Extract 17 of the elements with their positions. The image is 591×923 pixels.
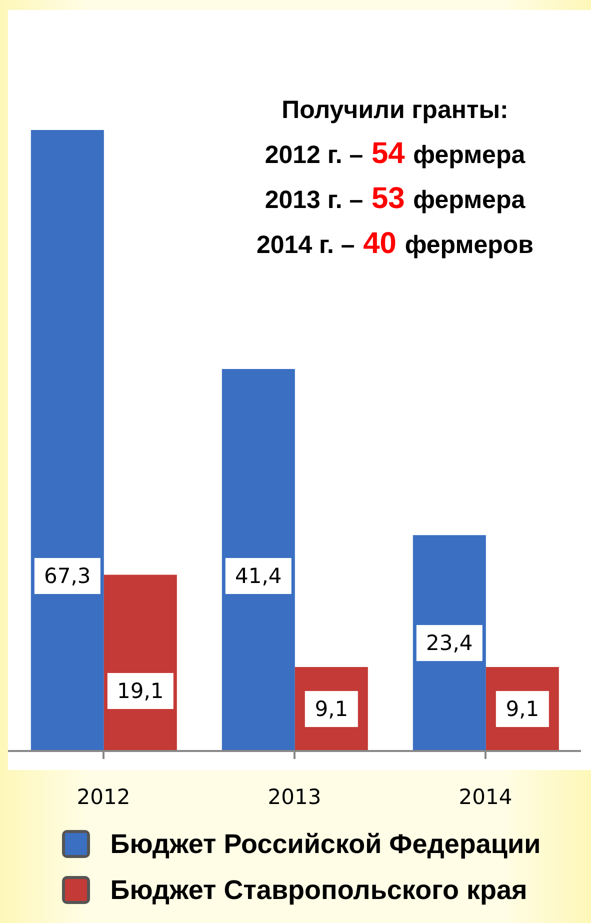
data-label: 67,3 [44,564,91,588]
x-tick-label: 2014 [458,784,512,809]
bar [30,130,104,751]
bar [222,368,295,751]
x-tick-label: 2012 [76,784,130,809]
legend-label: Бюджет Ставропольского края [109,874,528,907]
text: Получили гранты: [282,96,508,124]
data-label: 23,4 [426,631,473,656]
data-label: 9,1 [506,697,540,722]
data-label: 9,1 [314,697,348,722]
legend-label: Бюджет Российской Федерации [109,828,541,861]
x-tick-label: 2013 [268,784,322,809]
annotation: 2013 г. – 53 фермера [264,182,526,215]
annotation: 2012 г. – 54 фермера [264,137,526,170]
annotation: 2014 г. – 40 фермеров [256,227,534,260]
data-label: 41,4 [235,564,282,588]
data-label: 19,1 [117,679,164,703]
